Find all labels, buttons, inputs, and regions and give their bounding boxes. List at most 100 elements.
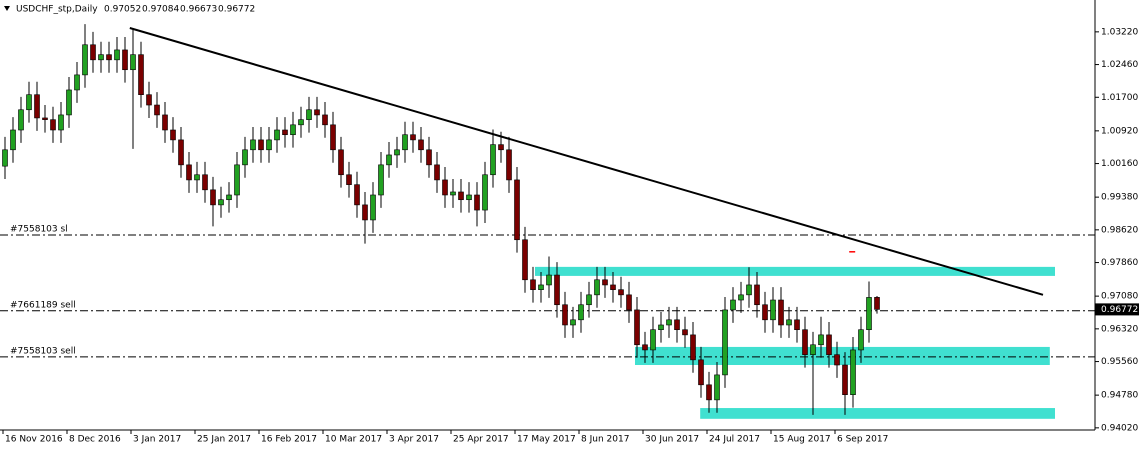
y-tick-label: 1.01700 [1101,93,1138,103]
trendline [129,27,1044,296]
candle-body [530,279,536,290]
y-tick-label: 1.00920 [1101,126,1138,136]
x-tick-label: 17 May 2017 [517,435,576,445]
candle-body [234,164,240,196]
candle-body [474,194,480,211]
candle-body [698,359,704,386]
candle-body [850,349,856,396]
candle-body [730,299,736,311]
candle-body [138,54,144,95]
y-tick-label: 0.94780 [1101,391,1138,401]
candle-body [106,54,112,61]
candle-body [618,289,624,296]
candle-body [634,309,640,346]
candle-body [522,239,528,281]
candle-body [186,164,192,181]
candle-body [290,124,296,136]
candle-body [194,174,200,181]
candle-body [242,149,248,166]
y-tick-label: 0.96320 [1101,324,1138,334]
price-tag [1095,303,1139,316]
candle-body [202,174,208,191]
candle-body [762,304,768,321]
candle-body [98,54,104,61]
candle-body [114,49,120,61]
candle-body [770,299,776,321]
x-tick-label: 25 Jan 2017 [197,435,251,445]
x-tick-label: 8 Dec 2016 [69,435,121,445]
candle-body [490,144,496,176]
candle-body [58,114,64,131]
candle-body [362,204,368,221]
candle-body [402,134,408,151]
candle-body [818,334,824,346]
candle-body [666,319,672,326]
candle-body [754,284,760,306]
candle-body [298,119,304,126]
candle-body [386,154,392,166]
candle-body [42,117,48,120]
candle-body [274,129,280,141]
candle-body [170,129,176,141]
y-tick-label: 0.98620 [1101,225,1138,235]
candle-body [154,104,160,116]
candle-body [426,149,432,166]
ohlc-close: 0.96772 [218,5,255,15]
candle-body [442,179,448,196]
candle-body [554,274,560,306]
level-label: #7661189 sell [10,300,76,310]
candle-body [498,144,504,151]
candle-body [258,139,264,151]
candle-body [162,114,168,131]
candle-body [338,149,344,176]
zone [700,408,1055,419]
candle-body [738,294,744,301]
ohlc-open: 0.97052 [104,5,141,15]
y-tick-label: 0.94020 [1101,423,1138,433]
menu-triangle[interactable] [4,6,10,11]
candle-body [82,44,88,76]
candle-body [682,329,688,336]
candle-body [218,199,224,206]
candle-body [226,194,232,201]
x-tick-label: 30 Jun 2017 [645,435,699,445]
level-label: #7558103 sell [10,346,76,356]
candle-body [250,139,256,151]
candle-body [50,119,56,131]
candle-body [146,94,152,106]
candle-body [210,189,216,206]
x-tick-label: 8 Jun 2017 [581,435,629,445]
x-tick-label: 16 Nov 2016 [5,435,63,445]
candle-body [434,164,440,181]
candle-body [722,309,728,376]
candle-body [66,89,72,116]
candle-body [2,149,8,167]
candle-body [506,149,512,181]
candle-body [650,329,656,351]
y-tick-label: 0.97860 [1101,258,1138,268]
candle-body [394,149,400,156]
candle-body [466,194,472,201]
candle-body [538,284,544,290]
x-tick-label: 24 Jul 2017 [709,435,760,445]
candle-body [74,74,80,91]
candle-body [450,191,456,196]
candle-body [570,319,576,326]
candle-body [346,174,352,185]
ohlc-low: 0.96673 [180,5,217,15]
x-tick-label: 25 Apr 2017 [453,435,509,445]
candle-body [810,344,816,355]
candle-body [282,129,288,136]
candle-body [34,94,40,119]
candle-body [874,297,880,310]
zone [635,346,1050,366]
candle-body [266,139,272,151]
candle-body [794,319,800,331]
candle-body [626,294,632,311]
y-tick-label: 0.99380 [1101,193,1138,203]
candle-body [786,319,792,326]
y-tick-label: 1.00160 [1101,159,1138,169]
candle-body [514,179,520,241]
